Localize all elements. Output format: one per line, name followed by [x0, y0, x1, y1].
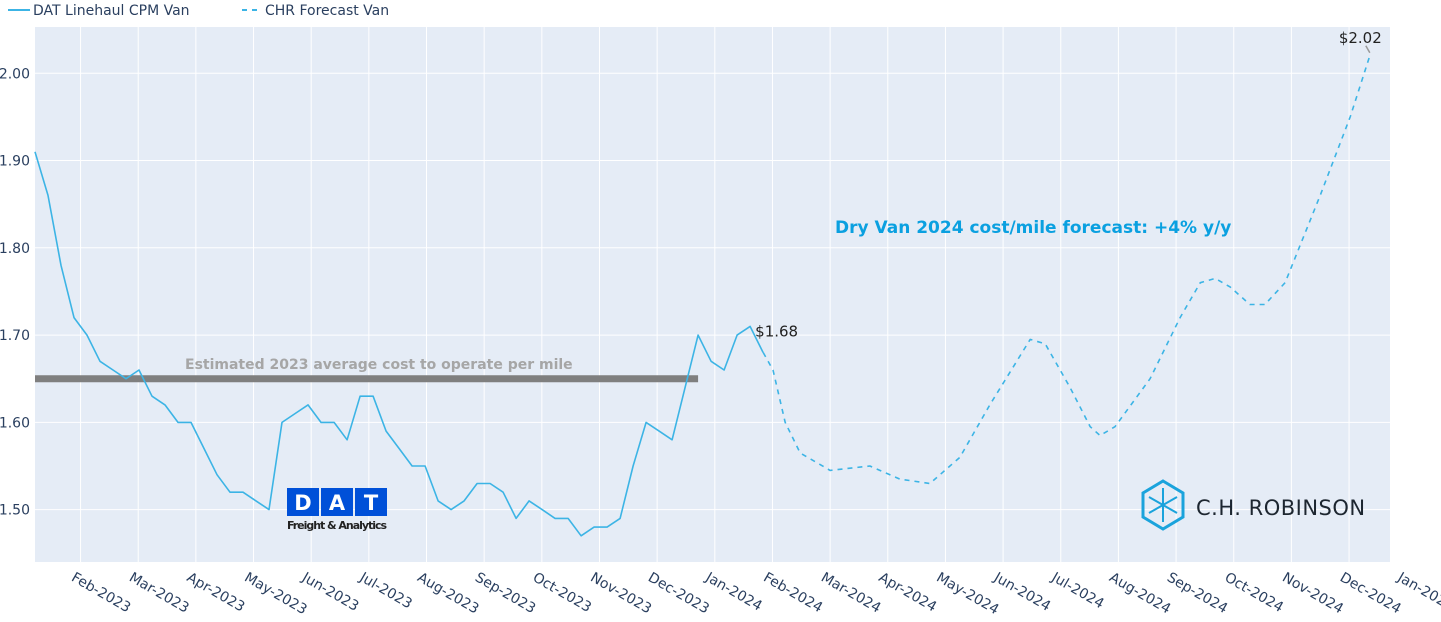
series-group — [34, 55, 1371, 537]
chr-arrows-icon — [1148, 488, 1178, 522]
forecast-callout: Dry Van 2024 cost/mile forecast: +4% y/y — [835, 218, 1231, 238]
x-tick-label: Oct-2023 — [530, 570, 594, 616]
annotation-forecast-end: $2.02 — [1339, 29, 1382, 47]
plot-area — [35, 27, 1390, 562]
x-tick-label: Jul-2023 — [356, 569, 415, 612]
x-tick-label: Oct-2024 — [1222, 570, 1286, 616]
x-tick-label: Sep-2023 — [472, 570, 538, 617]
chr-logo-text: C.H. ROBINSON — [1196, 496, 1366, 520]
x-tick-label: Nov-2023 — [587, 570, 654, 618]
x-tick-label: Sep-2024 — [1164, 570, 1230, 617]
y-axis: 1.50 1.60 1.70 1.80 1.90 2.00 — [0, 66, 30, 518]
x-tick-label: Apr-2023 — [184, 570, 247, 616]
legend: DAT Linehaul CPM Van CHR Forecast Van — [8, 3, 389, 19]
x-tick-label: May-2024 — [933, 570, 1001, 619]
chr-hexagon-icon — [1141, 479, 1185, 531]
annotation-last-actual: $1.68 — [755, 322, 798, 340]
dat-logo-letter: D — [294, 491, 311, 515]
x-tick-label: Mar-2023 — [126, 570, 191, 617]
legend-label-forecast: CHR Forecast Van — [265, 3, 389, 19]
x-tick-label: Jun-2024 — [990, 569, 1053, 615]
dat-logo-tagline: Freight & Analytics — [287, 519, 387, 532]
chr-logo: C.H. ROBINSON — [1141, 479, 1366, 531]
reference-line-label: Estimated 2023 average cost to operate p… — [185, 357, 573, 373]
dat-logo-letter: T — [364, 491, 379, 515]
x-tick-label: Aug-2024 — [1106, 570, 1173, 618]
x-tick-label: Feb-2023 — [69, 570, 134, 617]
x-tick-label: Aug-2023 — [415, 570, 482, 618]
x-tick-label: Feb-2024 — [760, 570, 825, 617]
x-tick-label: Mar-2024 — [818, 570, 883, 617]
x-tick-label: Nov-2024 — [1279, 570, 1346, 618]
y-tick-label: 1.80 — [0, 241, 30, 257]
x-axis: Feb-2023Mar-2023Apr-2023May-2023Jun-2023… — [69, 569, 1441, 618]
y-tick-label: 2.00 — [0, 66, 30, 82]
x-tick-label: Apr-2024 — [876, 570, 940, 616]
y-tick-label: 1.90 — [0, 154, 30, 170]
y-tick-label: 1.50 — [0, 503, 30, 519]
x-tick-label: Dec-2024 — [1337, 570, 1404, 618]
y-tick-label: 1.70 — [0, 328, 30, 344]
y-tick-label: 1.60 — [0, 415, 30, 431]
legend-label-dat: DAT Linehaul CPM Van — [33, 3, 190, 19]
x-tick-label: May-2023 — [242, 570, 310, 619]
x-tick-label: Jul-2024 — [1048, 569, 1107, 612]
annotation-arrow — [1365, 45, 1371, 54]
gridlines — [35, 27, 1390, 562]
x-tick-label: Jun-2023 — [298, 569, 361, 615]
x-tick-label: Jan-2024 — [702, 569, 765, 615]
dat-logo-letter: A — [329, 491, 346, 515]
dat-logo: D A T Freight & Analytics — [287, 488, 387, 532]
x-tick-label: Dec-2023 — [645, 570, 712, 618]
